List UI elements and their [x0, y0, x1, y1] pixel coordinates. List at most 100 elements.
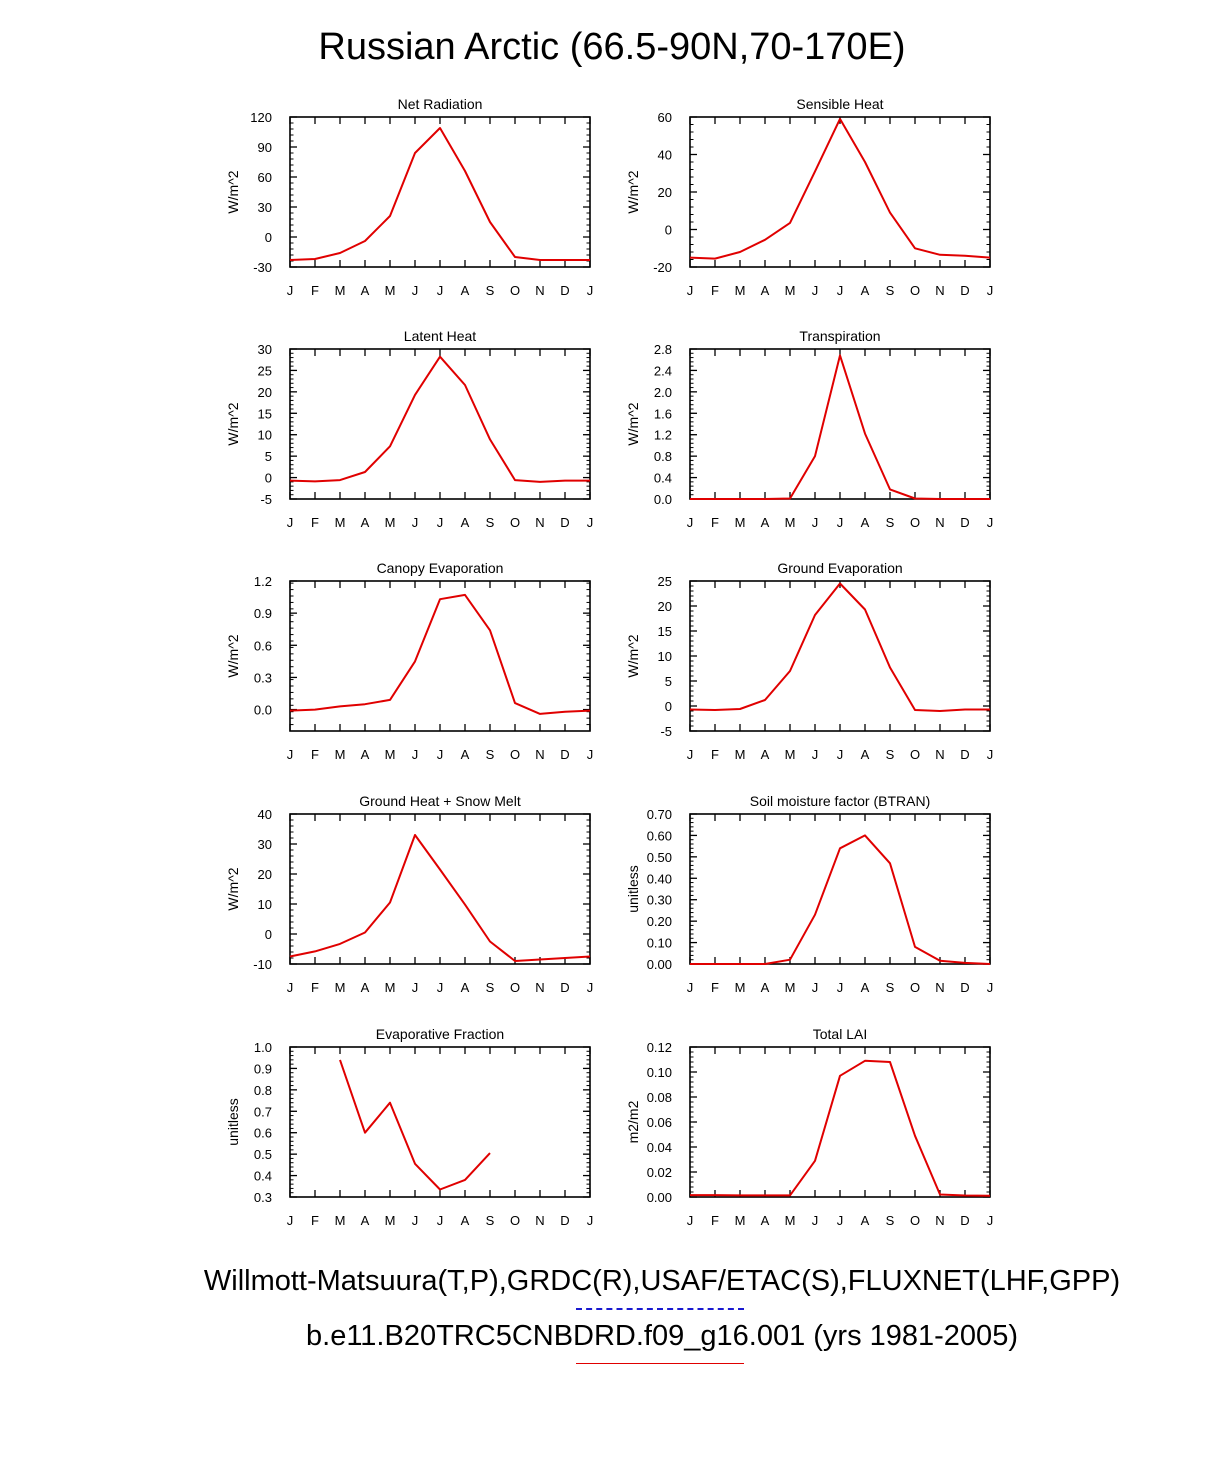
y-axis-label: W/m^2: [225, 402, 241, 445]
series-line-model: [690, 1059, 991, 1197]
x-tick-label: A: [761, 747, 770, 762]
x-tick-label: M: [735, 1213, 746, 1228]
x-tick-label: A: [761, 1213, 770, 1228]
series-line-model: [689, 582, 990, 712]
y-tick-label: 1.2: [654, 428, 672, 443]
series-line-model: [289, 127, 590, 261]
y-tick-label: 0: [265, 230, 272, 245]
x-tick-label: M: [735, 980, 746, 995]
x-tick-label: D: [960, 747, 969, 762]
y-tick-label: 0.0: [654, 492, 672, 507]
y-tick-label: 20: [258, 385, 272, 400]
x-tick-label: J: [287, 515, 294, 530]
x-tick-label: A: [361, 1213, 370, 1228]
x-tick-label: M: [385, 1213, 396, 1228]
y-tick-label: 0.60: [647, 828, 672, 843]
x-tick-label: J: [812, 980, 819, 995]
y-tick-label: 0.12: [647, 1040, 672, 1055]
x-tick-label: S: [486, 747, 495, 762]
panel-title: Total LAI: [813, 1026, 867, 1042]
x-tick-label: S: [486, 515, 495, 530]
x-tick-label: A: [461, 515, 470, 530]
y-tick-label: -30: [253, 260, 272, 275]
y-tick-label: 0.02: [647, 1165, 672, 1180]
y-tick-label: 0.0: [254, 703, 272, 718]
x-tick-label: J: [437, 515, 444, 530]
y-tick-label: 20: [658, 599, 672, 614]
y-tick-label: 0.00: [647, 1190, 672, 1205]
panel-title: Sensible Heat: [796, 96, 883, 112]
y-axis-label: W/m^2: [625, 170, 641, 213]
x-tick-label: M: [335, 283, 346, 298]
plot-frame: [289, 1046, 591, 1198]
y-tick-label: 10: [658, 649, 672, 664]
x-tick-label: S: [886, 980, 895, 995]
panel-title: Transpiration: [799, 328, 880, 344]
y-tick-label: 0.20: [647, 914, 672, 929]
x-tick-label: D: [960, 515, 969, 530]
y-tick-label: 0.04: [647, 1140, 672, 1155]
y-tick-label: 10: [258, 897, 272, 912]
x-tick-label: A: [761, 515, 770, 530]
x-tick-label: J: [587, 747, 594, 762]
y-tick-label: 0.08: [647, 1090, 672, 1105]
x-tick-label: F: [711, 283, 719, 298]
y-tick-label: 30: [258, 837, 272, 852]
y-tick-label: 0: [665, 223, 672, 238]
x-tick-label: J: [987, 283, 994, 298]
y-tick-label: 0: [265, 927, 272, 942]
y-axis-label: unitless: [625, 865, 641, 912]
x-tick-label: O: [910, 515, 920, 530]
y-tick-label: 1.0: [254, 1040, 272, 1055]
y-tick-label: 40: [658, 148, 672, 163]
x-tick-label: A: [361, 980, 370, 995]
series-line-model: [289, 355, 590, 483]
x-tick-label: M: [385, 515, 396, 530]
y-tick-label: -20: [653, 260, 672, 275]
x-tick-label: M: [335, 515, 346, 530]
y-tick-label: -5: [260, 492, 272, 507]
panel-title: Soil moisture factor (BTRAN): [750, 793, 930, 809]
y-tick-label: -5: [660, 724, 672, 739]
observations-legend-label: Willmott-Matsuura(T,P),GRDC(R),USAF/ETAC…: [203, 1265, 1121, 1297]
x-tick-label: S: [486, 980, 495, 995]
panel-title: Ground Heat + Snow Melt: [359, 793, 521, 809]
x-tick-label: J: [412, 1213, 419, 1228]
x-tick-label: S: [886, 1213, 895, 1228]
y-tick-label: 60: [658, 110, 672, 125]
y-tick-label: 40: [258, 807, 272, 822]
y-tick-label: 0.70: [647, 807, 672, 822]
x-tick-label: J: [812, 283, 819, 298]
x-tick-label: J: [287, 1213, 294, 1228]
y-tick-label: 15: [258, 406, 272, 421]
panel-ground-heat-snow-melt: Ground Heat + Snow Melt W/m^2 -10 0 10 20 30 40…: [225, 793, 593, 995]
x-tick-label: S: [886, 515, 895, 530]
y-tick-label: 20: [258, 867, 272, 882]
y-tick-label: 0.3: [254, 670, 272, 685]
x-tick-label: J: [587, 283, 594, 298]
y-tick-label: 30: [258, 342, 272, 357]
x-tick-label: M: [735, 747, 746, 762]
y-tick-label: -10: [253, 957, 272, 972]
y-tick-label: 10: [258, 428, 272, 443]
panel-canopy-evaporation: Canopy Evaporation W/m^2 0.0 0.3 0.6 0.9 1.2 J F…: [225, 560, 593, 762]
x-tick-label: O: [910, 1213, 920, 1228]
x-tick-label: J: [837, 980, 844, 995]
x-tick-label: J: [412, 283, 419, 298]
x-tick-label: N: [935, 1213, 944, 1228]
x-tick-label: A: [461, 980, 470, 995]
y-tick-label: 90: [258, 140, 272, 155]
panel-total-lai: Total LAI m2/m2 0.00 0.02 0.04 0.06 0.08 0.10 0.…: [625, 1026, 993, 1228]
plot-frame: [689, 813, 991, 965]
y-tick-label: 0.5: [254, 1147, 272, 1162]
x-tick-label: A: [461, 1213, 470, 1228]
plot-frame: [289, 116, 591, 268]
y-axis-label: W/m^2: [625, 634, 641, 677]
y-tick-label: 15: [658, 624, 672, 639]
y-tick-label: 0: [665, 699, 672, 714]
x-tick-label: M: [335, 747, 346, 762]
x-tick-label: J: [837, 1213, 844, 1228]
